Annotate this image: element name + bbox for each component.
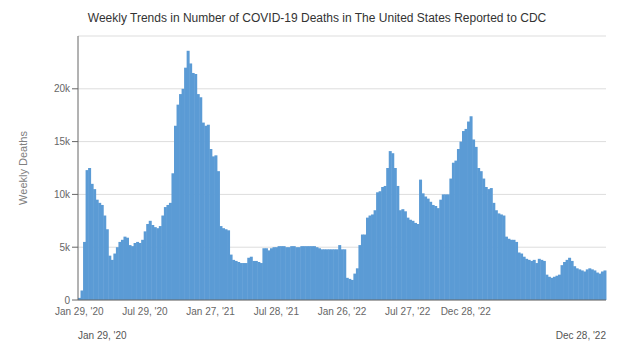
svg-text:Jul 27, '22: Jul 27, '22 [385, 306, 431, 317]
html-text:Dec 28, '22: Dec 28, '22 [555, 330, 606, 341]
svg-text:Jul 28, '21: Jul 28, '21 [254, 306, 300, 317]
svg-text:Jul 29, '20: Jul 29, '20 [122, 306, 168, 317]
svg-text:10k: 10k [54, 189, 71, 200]
svg-text:Jan 29, '20: Jan 29, '20 [55, 306, 104, 317]
html-text:Weekly Trends in Number of COV: Weekly Trends in Number of COVID-19 Deat… [87, 11, 547, 25]
svg-text:20k: 20k [54, 83, 71, 94]
svg-text:15k: 15k [54, 136, 71, 147]
svg-text:Jan 26, '22: Jan 26, '22 [318, 306, 367, 317]
svg-text:0: 0 [64, 295, 70, 306]
svg-text:5k: 5k [59, 242, 71, 253]
svg-text:Jan 27, '21: Jan 27, '21 [186, 306, 235, 317]
svg-text:Dec 28, '22: Dec 28, '22 [441, 306, 492, 317]
svg-text:Weekly Deaths: Weekly Deaths [17, 131, 29, 205]
html-text:Jan 29, '20: Jan 29, '20 [78, 330, 127, 341]
